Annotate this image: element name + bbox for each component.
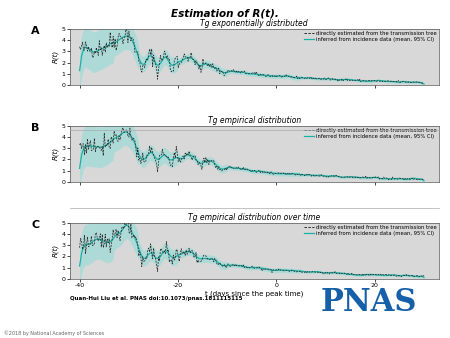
Text: A: A bbox=[31, 26, 40, 36]
Y-axis label: R(t): R(t) bbox=[52, 147, 59, 160]
Text: B: B bbox=[31, 123, 40, 133]
Y-axis label: R(t): R(t) bbox=[52, 50, 59, 64]
Text: Quan-Hui Liu et al. PNAS doi:10.1073/pnas.1811115115: Quan-Hui Liu et al. PNAS doi:10.1073/pna… bbox=[70, 296, 242, 301]
Text: Estimation of R(t).: Estimation of R(t). bbox=[171, 8, 279, 19]
Legend: directly estimated from the transmission tree, inferred from incidence data (mea: directly estimated from the transmission… bbox=[304, 127, 437, 140]
Legend: directly estimated from the transmission tree, inferred from incidence data (mea: directly estimated from the transmission… bbox=[304, 224, 437, 237]
Title: Tg exponentially distributed: Tg exponentially distributed bbox=[200, 19, 308, 28]
Text: PNAS: PNAS bbox=[321, 287, 417, 318]
Title: Tg empirical distribution over time: Tg empirical distribution over time bbox=[188, 213, 320, 222]
Text: C: C bbox=[31, 220, 39, 230]
Y-axis label: R(t): R(t) bbox=[52, 244, 59, 257]
Text: ©2018 by National Academy of Sciences: ©2018 by National Academy of Sciences bbox=[4, 331, 105, 336]
Legend: directly estimated from the transmission tree, inferred from incidence data (mea: directly estimated from the transmission… bbox=[304, 30, 437, 43]
X-axis label: t (days since the peak time): t (days since the peak time) bbox=[205, 291, 303, 297]
Title: Tg empirical distribution: Tg empirical distribution bbox=[207, 116, 301, 125]
